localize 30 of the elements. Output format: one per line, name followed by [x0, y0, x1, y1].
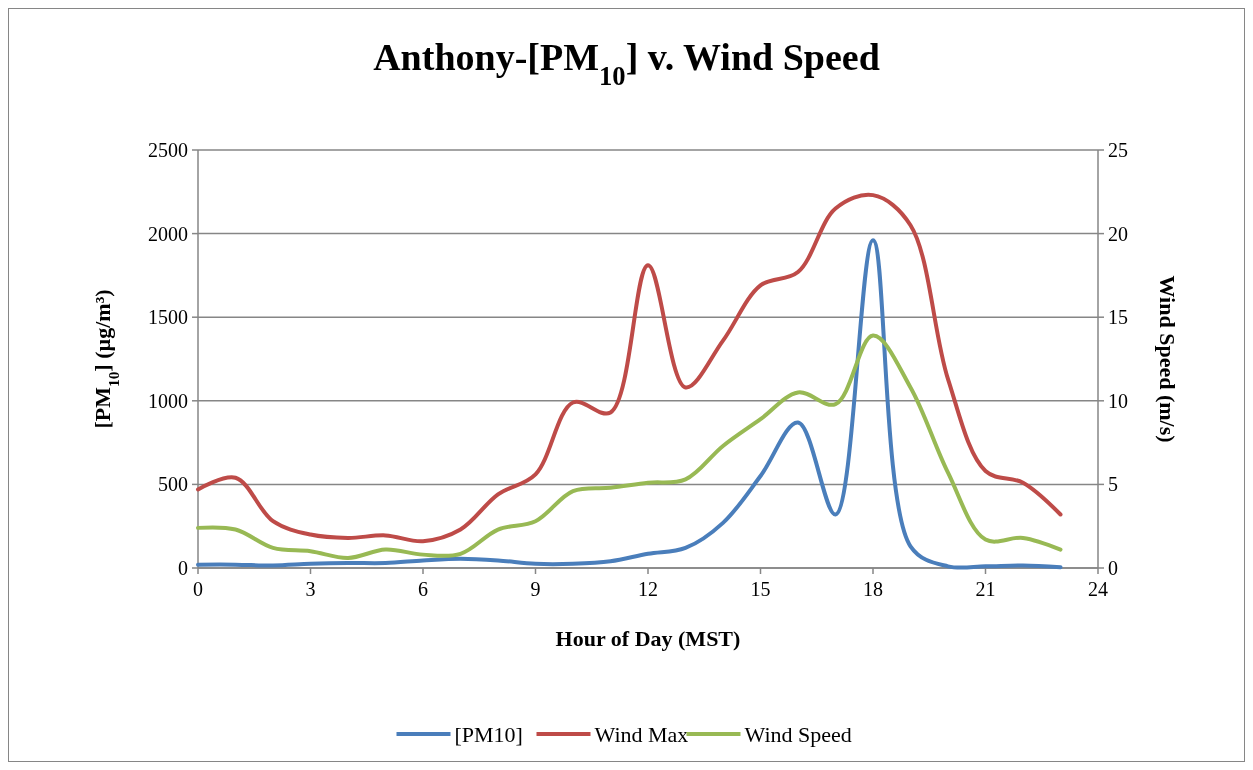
y-tick-label: 2000 — [148, 222, 188, 245]
y-tick-label: 1000 — [148, 389, 188, 412]
x-tick-label: 15 — [750, 578, 771, 600]
legend-label: [PM10] — [454, 721, 523, 747]
chart-title: Anthony-[PM$_{10}$] v. Wind Speed — [373, 36, 880, 91]
x-tick-label: 0 — [193, 578, 203, 600]
legend-label: Wind Max — [594, 721, 689, 747]
y2-axis-title: Wind Speed (m/s) — [1155, 275, 1180, 443]
y2-tick-label: 15 — [1108, 306, 1128, 329]
x-tick-label: 12 — [638, 578, 658, 600]
y2-tick-label: 5 — [1108, 473, 1118, 496]
x-axis-title: Hour of Day (MST) — [555, 626, 741, 651]
y2-tick-label: 10 — [1108, 389, 1128, 412]
x-tick-label: 3 — [305, 578, 316, 600]
legend-label: Wind Speed — [744, 721, 852, 747]
x-tick-label: 18 — [863, 578, 883, 600]
line-series — [196, 333, 1063, 560]
y-tick-label: 500 — [158, 473, 188, 496]
line-series — [196, 192, 1063, 544]
line-series — [196, 238, 1063, 570]
y2-tick-label: 0 — [1108, 557, 1118, 579]
x-tick-label: 9 — [530, 578, 541, 600]
y2-tick-label: 25 — [1108, 139, 1128, 161]
y2-tick-label: 20 — [1108, 222, 1128, 245]
y-tick-label: 2500 — [148, 139, 188, 161]
x-tick-label: 24 — [1088, 578, 1108, 600]
y-tick-label: 0 — [178, 557, 188, 579]
x-tick-label: 6 — [418, 578, 428, 600]
y-tick-label: 1500 — [148, 306, 188, 329]
x-tick-label: 21 — [975, 578, 996, 600]
